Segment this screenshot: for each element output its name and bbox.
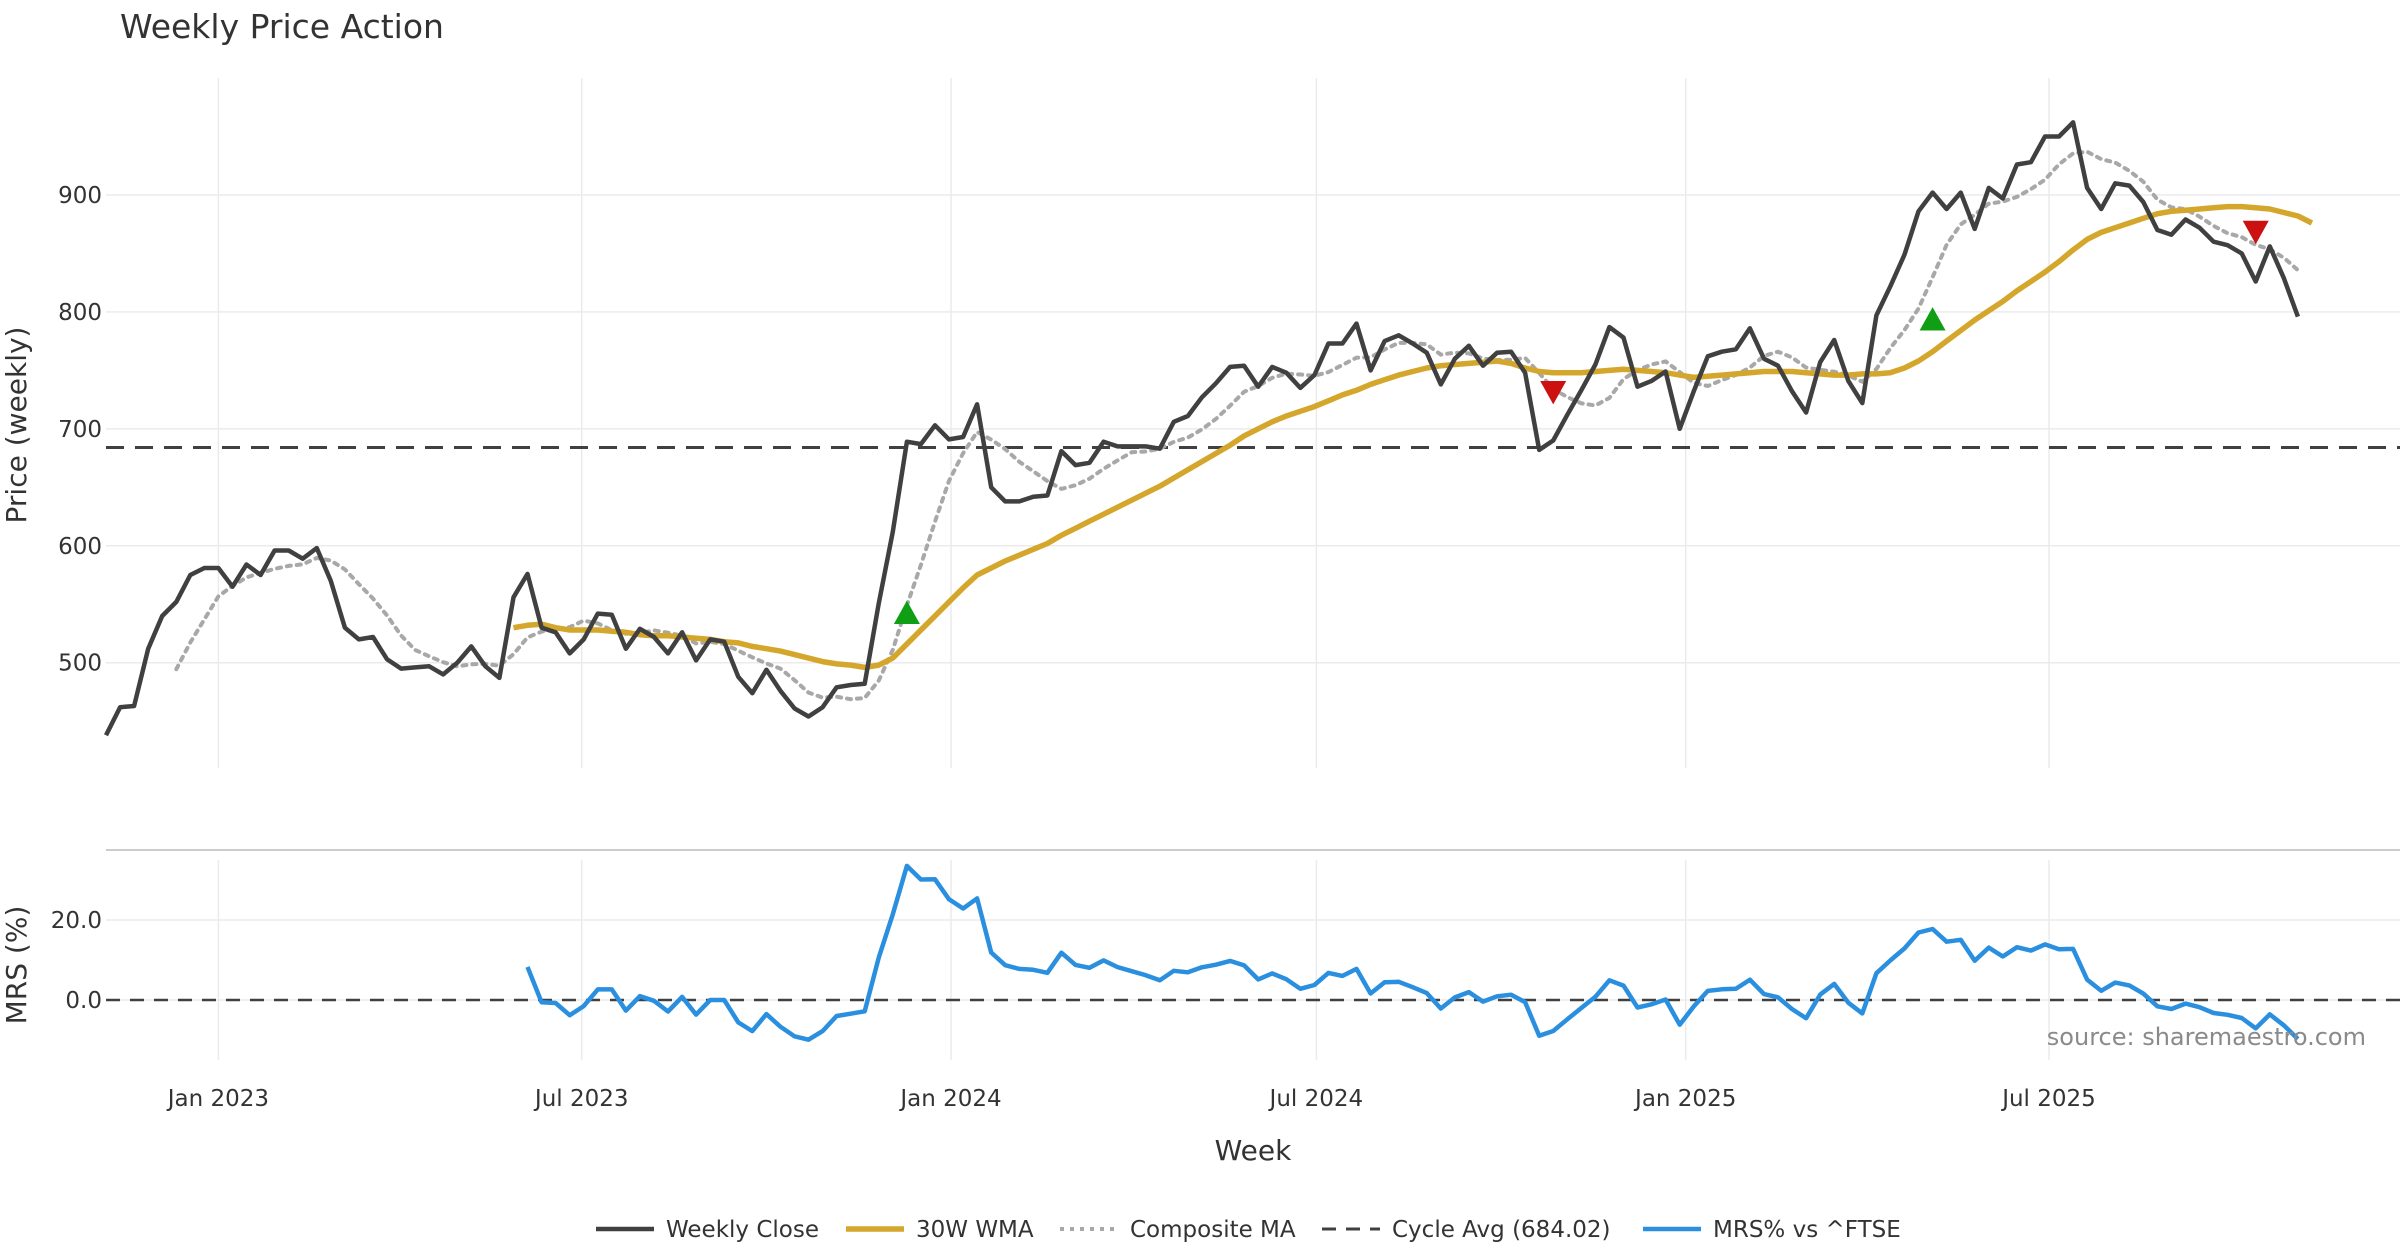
x-tick-label: Jan 2025: [1633, 1086, 1736, 1112]
mrs-y-axis-label: MRS (%): [0, 906, 33, 1025]
price-panel: 500 600 700 800 900 Price (weekly): [0, 78, 2400, 768]
price-gridlines: [106, 78, 2400, 768]
x-tick-label: Jan 2023: [166, 1086, 269, 1112]
x-axis-label: Week: [1215, 1134, 1292, 1167]
price-y-tick-label: 600: [58, 534, 102, 560]
mrs-line: [525, 863, 2300, 1042]
weekly-close-line: [103, 120, 2301, 737]
chart-title: Weekly Price Action: [120, 7, 444, 46]
price-y-ticks: 500 600 700 800 900: [58, 183, 102, 677]
price-y-tick-label: 700: [58, 417, 102, 443]
sell-signal-marker: [1540, 381, 1567, 405]
x-axis-ticks: Jan 2023 Jul 2023 Jan 2024 Jul 2024 Jan 2025…: [166, 1086, 2096, 1112]
source-note: source: sharemaestro.com: [2047, 1023, 2366, 1051]
sell-signal-marker: [2242, 220, 2269, 245]
x-tick-label: Jul 2023: [533, 1086, 629, 1112]
composite-ma-line: [174, 149, 2300, 702]
mrs-y-ticks: 0.0 20.0: [51, 908, 102, 1014]
price-y-tick-label: 800: [58, 300, 102, 326]
price-y-tick-label: 500: [58, 651, 102, 677]
x-tick-label: Jul 2025: [2000, 1086, 2096, 1112]
legend-label-close: Weekly Close: [666, 1217, 819, 1243]
mrs-y-tick-label: 20.0: [51, 908, 102, 934]
legend-label-mrs: MRS% vs ^FTSE: [1713, 1217, 1901, 1243]
buy-signal-marker: [893, 600, 920, 625]
signal-markers: [893, 220, 2269, 625]
mrs-gridlines: [106, 860, 2400, 1060]
price-y-tick-label: 900: [58, 183, 102, 209]
legend: Weekly Close 30W WMA Composite MA Cycle Avg…: [596, 1217, 1901, 1243]
buy-signal-marker: [1919, 307, 1946, 331]
legend-label-cycle: Cycle Avg (684.02): [1392, 1217, 1611, 1243]
wma-30w-line: [513, 203, 2314, 671]
legend-label-composite: Composite MA: [1130, 1217, 1296, 1243]
x-tick-label: Jan 2024: [898, 1086, 1001, 1112]
mrs-panel: 0.0 20.0 MRS (%) source: sharemaestro.com: [0, 860, 2400, 1060]
price-y-axis-label: Price (weekly): [0, 327, 33, 524]
x-tick-label: Jul 2024: [1268, 1086, 1364, 1112]
legend-label-wma: 30W WMA: [916, 1217, 1034, 1243]
mrs-y-tick-label: 0.0: [65, 988, 102, 1014]
